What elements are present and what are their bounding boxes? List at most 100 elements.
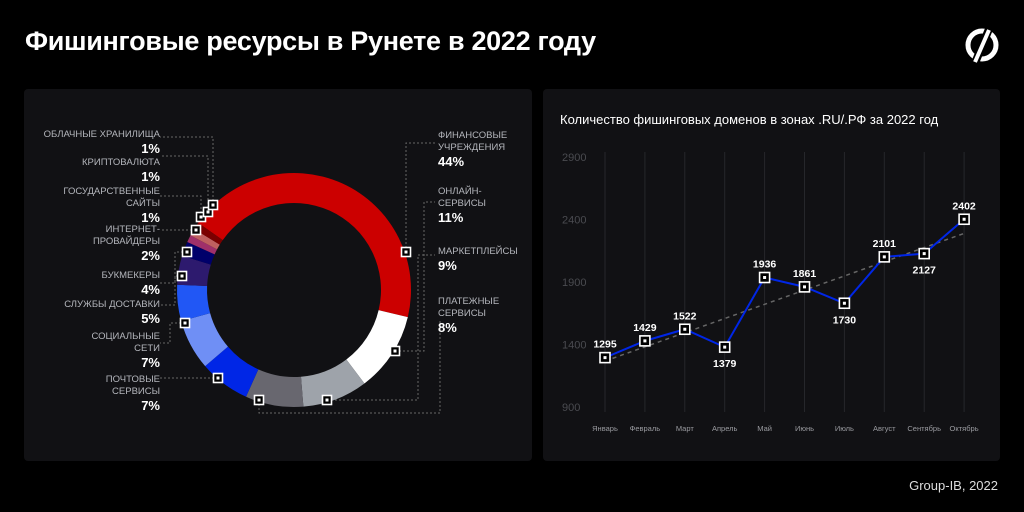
donut-slice [300,359,365,407]
donut-label-percent: 1% [141,210,160,225]
slice-marker-dot [216,376,220,380]
data-point-dot [603,356,607,360]
donut-label-category: ПЛАТЕЖНЫЕ СЕРВИСЫ [438,296,500,319]
leader-line [160,136,214,205]
data-label: 1936 [753,259,777,271]
slice-marker-dot [183,321,187,325]
leader-line [405,142,435,252]
donut-label-category: ФИНАНСОВЫЕ УЧРЕЖДЕНИЯ [438,130,508,153]
donut-label: БУКМЕКЕРЫ 4% [40,270,160,298]
data-label: 1429 [633,322,657,334]
data-label: 2402 [952,200,976,212]
data-point-dot [882,255,886,259]
data-label: 1379 [713,358,737,370]
donut-label-percent: 8% [438,320,457,335]
x-tick-label: Март [676,424,695,433]
donut-slice [198,172,412,318]
slice-marker-dot [206,210,210,214]
slice-marker-dot [211,203,215,207]
donut-label: МАРКЕТПЛЕЙСЫ 9% [438,246,518,274]
y-tick-label: 1900 [562,277,586,289]
donut-label-category: ПОЧТОВЫЕ СЕРВИСЫ [105,374,160,397]
donut-label-percent: 1% [141,141,160,156]
donut-label-percent: 9% [438,258,457,273]
donut-label: ФИНАНСОВЫЕ УЧРЕЖДЕНИЯ 44% [438,130,507,170]
data-point-dot [763,276,767,279]
slice-marker-dot [199,215,203,219]
donut-label-percent: 2% [141,248,160,263]
slice-marker-dot [404,250,408,254]
donut-label: ИНТЕРНЕТ- ПРОВАЙДЕРЫ 2% [40,224,160,264]
data-point-dot [922,252,926,256]
donut-label-category: ОНЛАЙН- СЕРВИСЫ [438,186,486,209]
donut-label-category: ИНТЕРНЕТ- ПРОВАЙДЕРЫ [92,224,160,247]
donut-label-percent: 7% [141,398,160,413]
donut-label-percent: 1% [141,169,160,184]
data-label: 1861 [793,268,817,280]
donut-label: ГОСУДАРСТВЕННЫЕ САЙТЫ 1% [40,186,160,226]
donut-label: КРИПТОВАЛЮТА 1% [40,157,160,185]
line-chart-title: Количество фишинговых доменов в зонах .R… [560,112,939,127]
donut-label-category: СЛУЖБЫ ДОСТАВКИ [64,299,160,310]
donut-slice [181,313,228,367]
donut-label-percent: 4% [141,282,160,297]
data-label: 1730 [833,314,857,326]
x-tick-label: Июль [835,424,854,433]
leader-line [327,254,435,401]
donut-label-percent: 7% [141,355,160,370]
leader-line [160,322,185,344]
donut-label: ОБЛАЧНЫЕ ХРАНИЛИЩА 1% [40,129,160,157]
donut-label-percent: 11% [438,210,464,225]
data-label: 2101 [873,238,897,250]
donut-label-category: ГОСУДАРСТВЕННЫЕ САЙТЫ [63,186,160,209]
donut-label: СЛУЖБЫ ДОСТАВКИ 5% [40,299,160,327]
leader-line [160,251,187,284]
x-tick-label: Сентябрь [907,424,941,433]
donut-label-category: МАРКЕТПЛЕЙСЫ [438,246,518,257]
donut-label: ПЛАТЕЖНЫЕ СЕРВИСЫ 8% [438,296,499,336]
x-tick-label: Май [757,424,772,433]
slice-marker-dot [393,349,397,353]
data-point-dot [962,217,966,221]
y-tick-label: 2900 [562,152,586,164]
page-title: Фишинговые ресурсы в Рунете в 2022 году [25,26,596,56]
slice-marker-dot [185,250,189,254]
donut-slice [205,346,259,397]
donut-slice [346,310,408,384]
x-tick-label: Февраль [630,424,661,433]
data-label: 1522 [673,310,697,322]
donut-label-percent: 44% [438,154,465,169]
data-point-dot [803,285,806,289]
y-tick-label: 2400 [562,215,586,227]
y-tick-label: 900 [562,402,580,414]
series-line [604,218,965,359]
donut-label-category: ОБЛАЧНЫЕ ХРАНИЛИЩА [43,129,160,140]
donut-label-category: БУКМЕКЕРЫ [101,270,160,281]
source-credit: Group-IB, 2022 [909,478,998,493]
x-tick-label: Июнь [795,424,814,433]
donut-slice [187,235,218,255]
x-tick-label: Октябрь [950,424,979,433]
x-tick-label: Август [873,424,896,433]
x-tick-label: Январь [592,424,618,433]
donut-label: ОНЛАЙН- СЕРВИСЫ 11% [438,186,486,226]
data-label: 2127 [913,265,937,277]
slice-marker-dot [257,398,261,402]
donut-label: ПОЧТОВЫЕ СЕРВИСЫ 7% [40,374,160,414]
data-point-dot [723,345,727,349]
donut-slice [177,284,211,322]
data-point-dot [683,327,687,331]
donut-label-percent: 5% [141,311,160,326]
donut-label-category: СОЦИАЛЬНЫЕ СЕТИ [91,331,160,354]
leader-line [160,195,202,217]
leader-line [160,155,209,212]
slice-marker-dot [325,398,329,402]
trendline [604,232,965,362]
donut-label: СОЦИАЛЬНЫЕ СЕТИ 7% [40,331,160,371]
slice-marker-dot [180,274,184,278]
data-point-dot [842,301,846,305]
donut-label-category: КРИПТОВАЛЮТА [82,157,160,168]
leader-line [258,320,441,414]
